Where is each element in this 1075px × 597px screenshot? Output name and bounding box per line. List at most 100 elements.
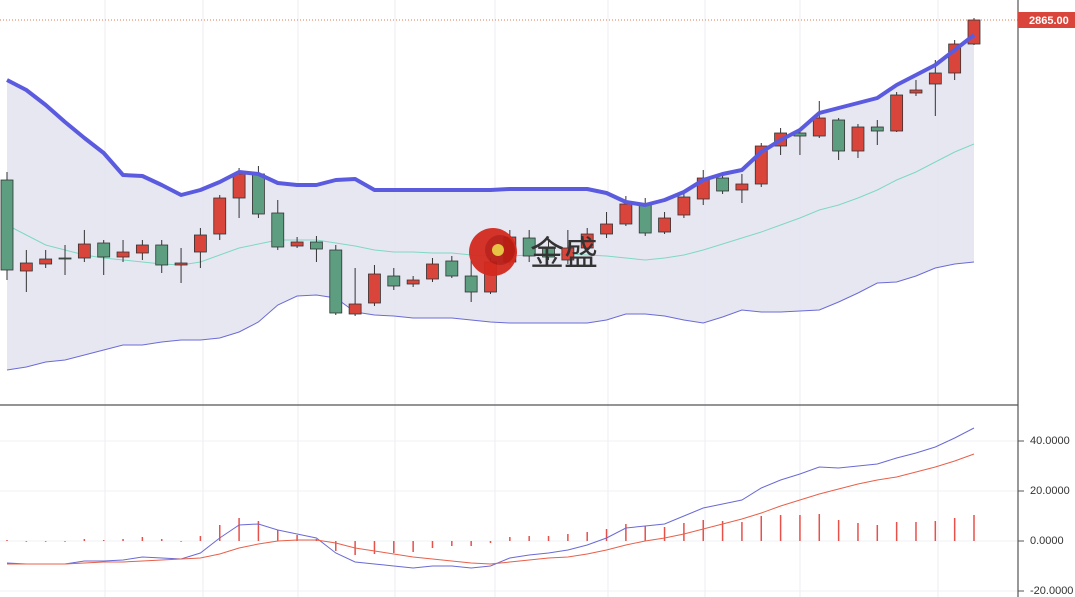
histogram-bar xyxy=(296,535,298,541)
histogram-bar xyxy=(218,525,221,541)
candle-body xyxy=(406,279,420,285)
histogram-bar xyxy=(895,522,898,541)
histogram-bar xyxy=(102,540,105,541)
histogram-bar xyxy=(721,521,724,541)
histogram-bar xyxy=(160,539,163,541)
dif-line xyxy=(6,427,975,569)
histogram-bar xyxy=(973,515,975,541)
candle-body xyxy=(310,241,323,250)
histogram-bar xyxy=(876,525,879,541)
histogram-bar xyxy=(451,541,453,546)
candle-body xyxy=(658,217,671,233)
upper-band-line xyxy=(6,33,976,207)
candle-body xyxy=(174,262,188,266)
histogram-bar xyxy=(818,514,821,541)
histogram-bar xyxy=(257,521,260,541)
dea-line xyxy=(7,453,975,565)
candle-body xyxy=(600,223,613,235)
candle-body xyxy=(928,72,942,85)
y-tick-label: 0.0000 xyxy=(1030,535,1064,547)
candle-body xyxy=(890,94,904,132)
candle-body xyxy=(19,262,33,272)
candle-body xyxy=(348,303,362,315)
candle-body xyxy=(135,244,149,254)
candle-body xyxy=(445,260,459,277)
histogram-bar xyxy=(625,524,627,541)
histogram-bar xyxy=(605,529,608,541)
histogram-bar xyxy=(509,537,511,541)
candle-body xyxy=(735,183,749,191)
histogram-bar xyxy=(238,518,240,541)
candle-body xyxy=(368,273,381,304)
last-price-tag xyxy=(1018,12,1075,28)
candle-body xyxy=(193,234,207,253)
candle-body xyxy=(716,177,729,192)
candle-body xyxy=(619,203,633,225)
candle-body xyxy=(561,247,575,261)
candle-body xyxy=(97,242,111,258)
histogram-bar xyxy=(837,520,840,541)
candle-body xyxy=(909,89,923,94)
histogram-bar xyxy=(83,539,86,541)
candle-body xyxy=(426,263,439,280)
y-tick-label: -20.0000 xyxy=(1030,585,1073,597)
candle-body xyxy=(213,197,227,235)
candle-body xyxy=(252,173,265,215)
candle-body xyxy=(0,179,14,271)
y-tick-label: 40.0000 xyxy=(1030,435,1070,447)
histogram-bar xyxy=(799,515,801,541)
plot-layer xyxy=(0,18,1018,592)
histogram-bar xyxy=(934,521,937,541)
candle-body xyxy=(329,249,343,314)
histogram-bar xyxy=(277,530,279,541)
candle-body xyxy=(232,173,246,199)
candle-body xyxy=(870,126,884,132)
band-area xyxy=(7,35,974,370)
candle-body xyxy=(522,237,536,257)
candle-body xyxy=(39,258,53,265)
logo-coin xyxy=(492,244,504,256)
candle-body xyxy=(851,126,865,152)
histogram-bar xyxy=(547,536,550,541)
candle-body xyxy=(638,203,652,234)
watermark-logo xyxy=(469,228,517,276)
histogram-bar xyxy=(586,532,588,541)
histogram-bar xyxy=(528,536,530,541)
histogram-bar xyxy=(393,541,395,553)
histogram-bar xyxy=(373,541,376,554)
histogram-bar xyxy=(6,540,8,541)
histogram-bar xyxy=(915,522,917,541)
candle-body xyxy=(116,251,130,258)
candle-body xyxy=(290,241,304,247)
histogram-bar xyxy=(180,541,182,542)
watermark-text: 金盛 xyxy=(530,235,598,273)
histogram-bar xyxy=(412,541,414,552)
histogram-bar xyxy=(141,537,144,541)
histogram-bar xyxy=(567,534,569,541)
histogram-bar xyxy=(199,536,202,541)
histogram-bar xyxy=(489,541,492,543)
histogram-bar xyxy=(25,541,28,542)
histogram-bar xyxy=(702,520,704,541)
histogram-bar xyxy=(663,527,666,541)
candle-body xyxy=(542,246,555,258)
candle-body xyxy=(155,244,169,266)
candle-body xyxy=(271,212,285,248)
candle-body xyxy=(387,275,401,287)
histogram-bar xyxy=(741,522,743,541)
histogram-bar xyxy=(953,518,956,541)
candle-body xyxy=(832,119,846,152)
histogram-bar xyxy=(470,541,472,546)
candle-body xyxy=(812,117,826,137)
candle-body xyxy=(58,257,72,260)
last-price-label: 2865.00 xyxy=(1029,15,1069,27)
y-tick-label: 20.0000 xyxy=(1030,485,1070,497)
candle-body xyxy=(464,275,478,293)
histogram-bar xyxy=(857,523,859,541)
histogram-bar xyxy=(760,516,763,541)
histogram-bar xyxy=(335,541,337,551)
candle-body xyxy=(77,243,91,259)
histogram-bar xyxy=(64,541,66,542)
histogram-bar xyxy=(122,539,124,541)
